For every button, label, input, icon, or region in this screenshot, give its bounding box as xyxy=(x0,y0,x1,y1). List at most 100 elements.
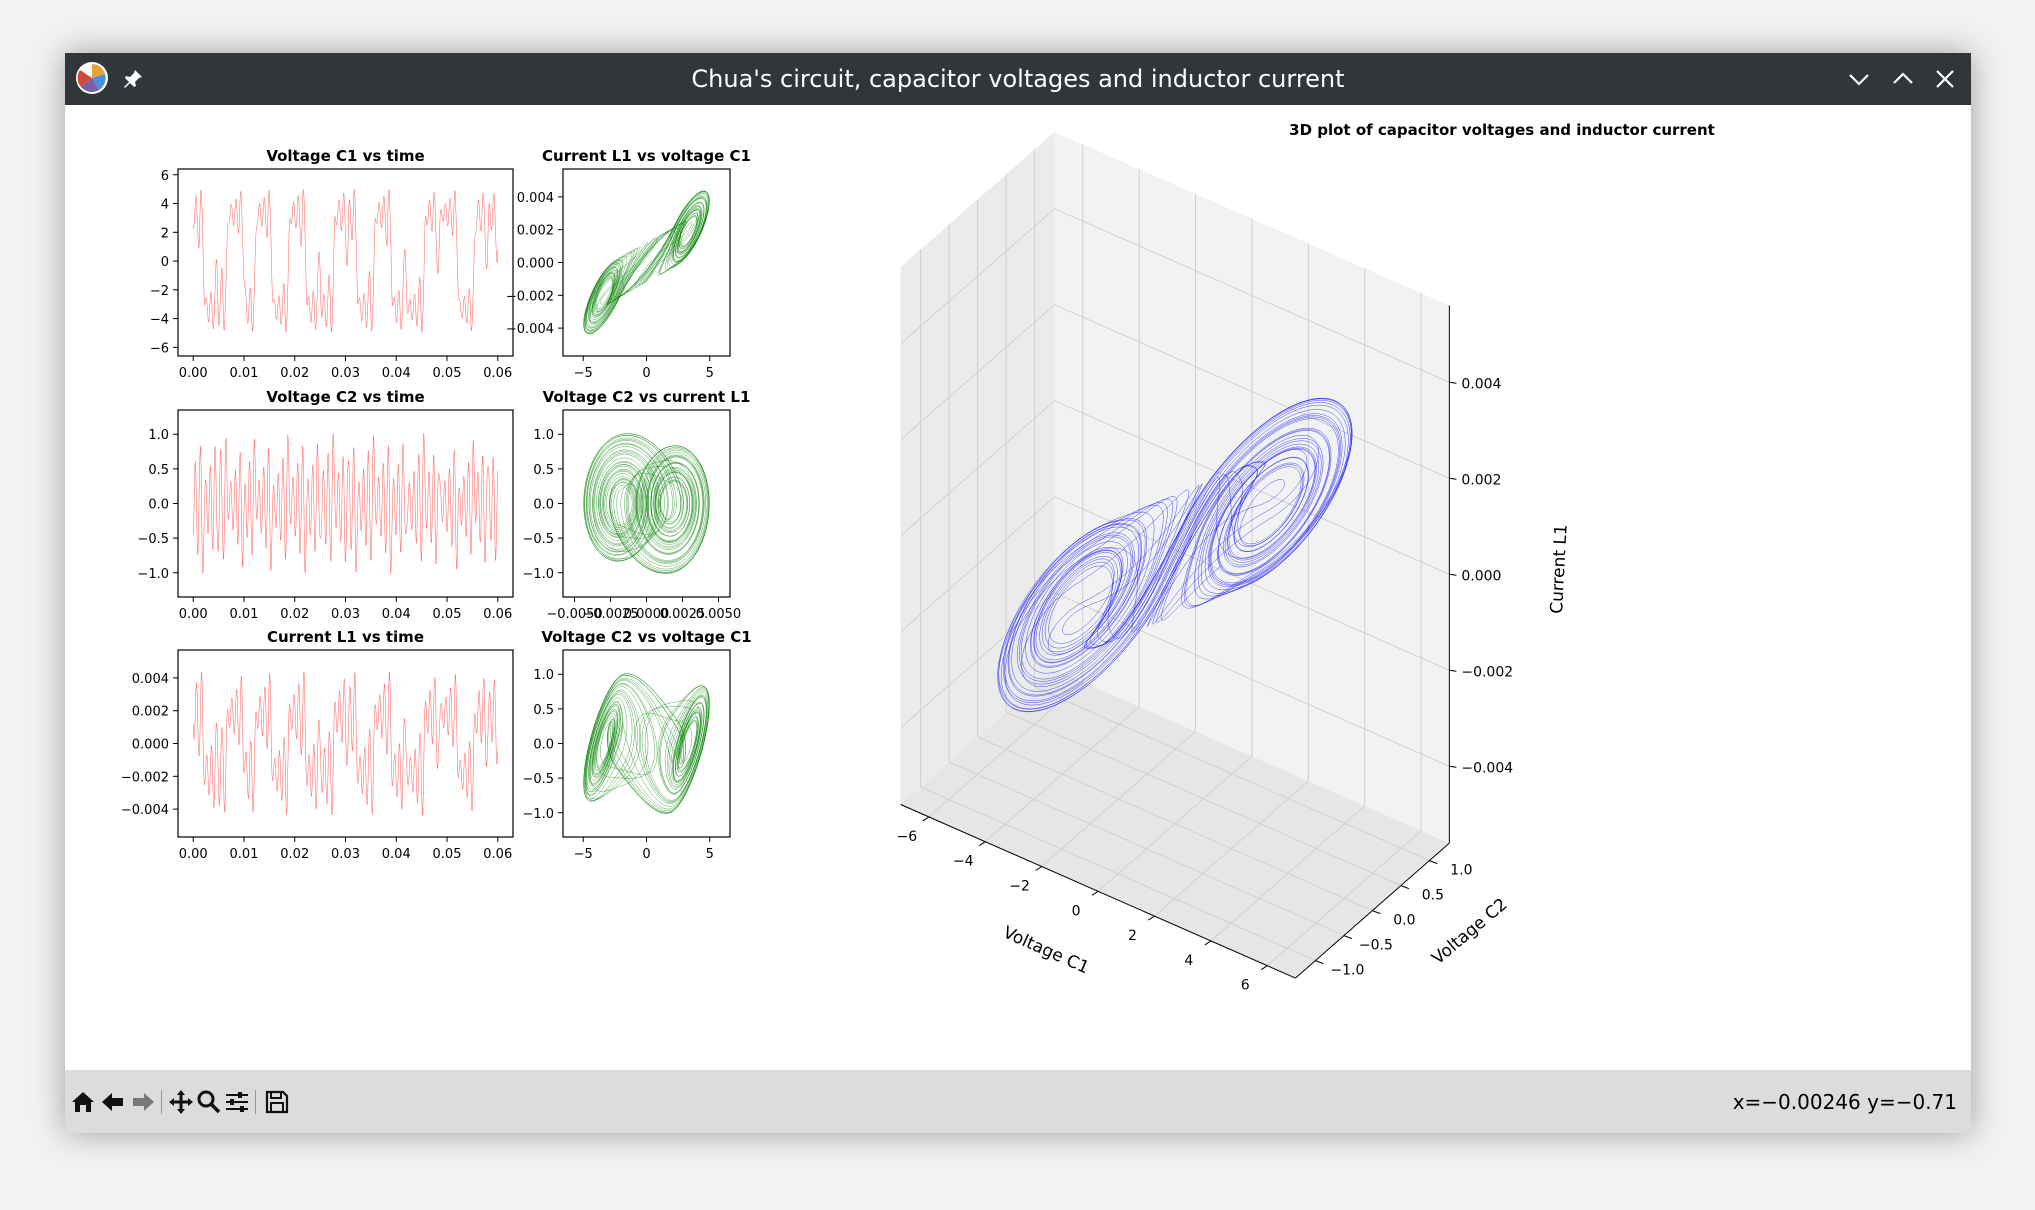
y-tick-label: −0.002 xyxy=(121,770,169,785)
x-tick-label: −0.0050 xyxy=(546,607,602,622)
chart-c2t: Voltage C2 vs time 0.00 0.01 0.02 0.03 0.04 0.… xyxy=(137,388,514,622)
y-tick-label: −0.5 xyxy=(1359,938,1393,954)
y-tick-label: 0.5 xyxy=(1422,888,1444,904)
y-tick xyxy=(1343,935,1353,940)
x-tick-label: −4 xyxy=(953,854,974,870)
series-line xyxy=(192,189,499,333)
maximize-icon[interactable] xyxy=(1889,65,1917,93)
pin-icon[interactable] xyxy=(121,67,145,91)
x-tick-label: 0.00 xyxy=(179,607,208,622)
chart-title: Voltage C2 vs time xyxy=(266,388,424,406)
pan-icon[interactable] xyxy=(167,1088,195,1116)
chart-title: 3D plot of capacitor voltages and induct… xyxy=(1289,121,1715,139)
y-tick-label: 0.004 xyxy=(132,672,169,687)
grid-line xyxy=(1054,592,1450,767)
y-tick-label: −0.5 xyxy=(522,772,554,787)
chart-i1c1: Current L1 vs voltage C1 −5 0 5 −0.004 −0.002… xyxy=(506,147,751,381)
x-tick-label: 0.0050 xyxy=(696,607,742,622)
chart-title: Voltage C1 vs time xyxy=(266,147,424,165)
axes-frame xyxy=(177,649,514,838)
title-bar: Chua's circuit, capacitor voltages and i… xyxy=(65,53,1971,105)
axes-frame xyxy=(562,168,731,357)
y-tick-label: 0.002 xyxy=(517,224,554,239)
y-tick-label: 1.0 xyxy=(533,668,554,683)
y-tick-label: −2 xyxy=(150,284,169,299)
grid-line xyxy=(948,761,1345,937)
x-tick-label: 0.04 xyxy=(382,607,411,622)
chart-title: Current L1 vs time xyxy=(267,628,424,646)
x-tick-label: 2 xyxy=(1128,928,1137,944)
series-line xyxy=(583,673,710,814)
y-tick-label: −0.5 xyxy=(137,532,169,547)
y-tick-label: −1.0 xyxy=(1330,963,1364,979)
x-tick-label: −6 xyxy=(897,829,918,845)
z-axis-label: Current L1 xyxy=(1547,524,1572,614)
grid-line xyxy=(900,400,1055,537)
toolbar-separator xyxy=(161,1090,162,1114)
x-tick-label: 0.00 xyxy=(179,366,208,381)
forward-icon[interactable] xyxy=(129,1088,157,1116)
chart-title: Voltage C2 vs current L1 xyxy=(543,388,751,406)
x-tick-label: 0.06 xyxy=(483,847,512,862)
y-tick-label: −6 xyxy=(150,341,169,356)
back-icon[interactable] xyxy=(99,1088,127,1116)
series-line xyxy=(583,433,710,574)
y-tick-label: −0.004 xyxy=(506,322,554,337)
configure-icon[interactable] xyxy=(223,1088,251,1116)
x-tick-label: 0.03 xyxy=(331,607,360,622)
series-line xyxy=(192,433,499,574)
x-tick-label: 4 xyxy=(1184,953,1193,969)
x-tick-label: 0 xyxy=(642,366,650,381)
z-tick xyxy=(1449,669,1457,672)
x-tick-label: 0.06 xyxy=(483,366,512,381)
z-tick-label: −0.004 xyxy=(1461,760,1513,776)
x-tick-label: −5 xyxy=(574,366,593,381)
app-icon[interactable] xyxy=(75,61,109,95)
z-tick xyxy=(1449,381,1457,384)
x-tick xyxy=(922,816,930,822)
close-icon[interactable] xyxy=(1931,65,1959,93)
home-icon[interactable] xyxy=(69,1088,97,1116)
x-tick-label: −5 xyxy=(574,847,593,862)
y-tick-label: 0 xyxy=(161,255,169,270)
toolbar-separator xyxy=(255,1090,256,1114)
x-tick-label: 0.04 xyxy=(382,847,411,862)
zoom-icon[interactable] xyxy=(195,1088,223,1116)
grid-line xyxy=(1034,686,1430,862)
x-tick xyxy=(1091,890,1099,896)
figure-canvas[interactable]: Voltage C1 vs time 0.00 0.01 0.02 0.03 0.04 0.… xyxy=(65,105,1971,1070)
cursor-coordinates: x=−0.00246 y=−0.71 xyxy=(1732,1090,1957,1114)
grid-line xyxy=(900,304,1055,441)
y-tick-label: 0.0 xyxy=(1393,913,1415,929)
x-tick xyxy=(1148,915,1155,921)
z-tick-label: 0.004 xyxy=(1461,376,1501,392)
series-line xyxy=(583,190,710,335)
grid-line xyxy=(1054,400,1450,575)
y-axis-line xyxy=(1295,842,1450,979)
y-tick-label: 0.000 xyxy=(517,257,554,272)
y-tick xyxy=(1372,910,1381,915)
x-tick-label: 5 xyxy=(706,366,714,381)
grid-line xyxy=(977,736,1373,912)
x-tick-label: 0.03 xyxy=(331,847,360,862)
x-tick-label: 0.04 xyxy=(382,366,411,381)
chart-title: Voltage C2 vs voltage C1 xyxy=(541,628,751,646)
x-tick-label: 0.01 xyxy=(230,607,259,622)
z-tick-label: −0.002 xyxy=(1461,664,1513,680)
x-tick-label: 0.02 xyxy=(280,847,309,862)
minimize-icon[interactable] xyxy=(1845,65,1873,93)
axes-frame xyxy=(562,649,731,838)
y-tick xyxy=(1429,860,1438,865)
x-tick-label: 0.05 xyxy=(433,847,462,862)
grid-line xyxy=(920,786,1316,962)
grid-line xyxy=(1005,711,1402,887)
z-tick-label: 0.000 xyxy=(1461,568,1501,584)
x-tick-label: 0.05 xyxy=(433,607,462,622)
y-tick-label: 0.0 xyxy=(533,738,554,753)
x-tick-label: 0.06 xyxy=(483,607,512,622)
y-tick-label: 0.5 xyxy=(533,703,554,718)
y-tick-label: 6 xyxy=(161,169,169,184)
save-icon[interactable] xyxy=(263,1088,291,1116)
x-tick-label: 0.02 xyxy=(280,366,309,381)
